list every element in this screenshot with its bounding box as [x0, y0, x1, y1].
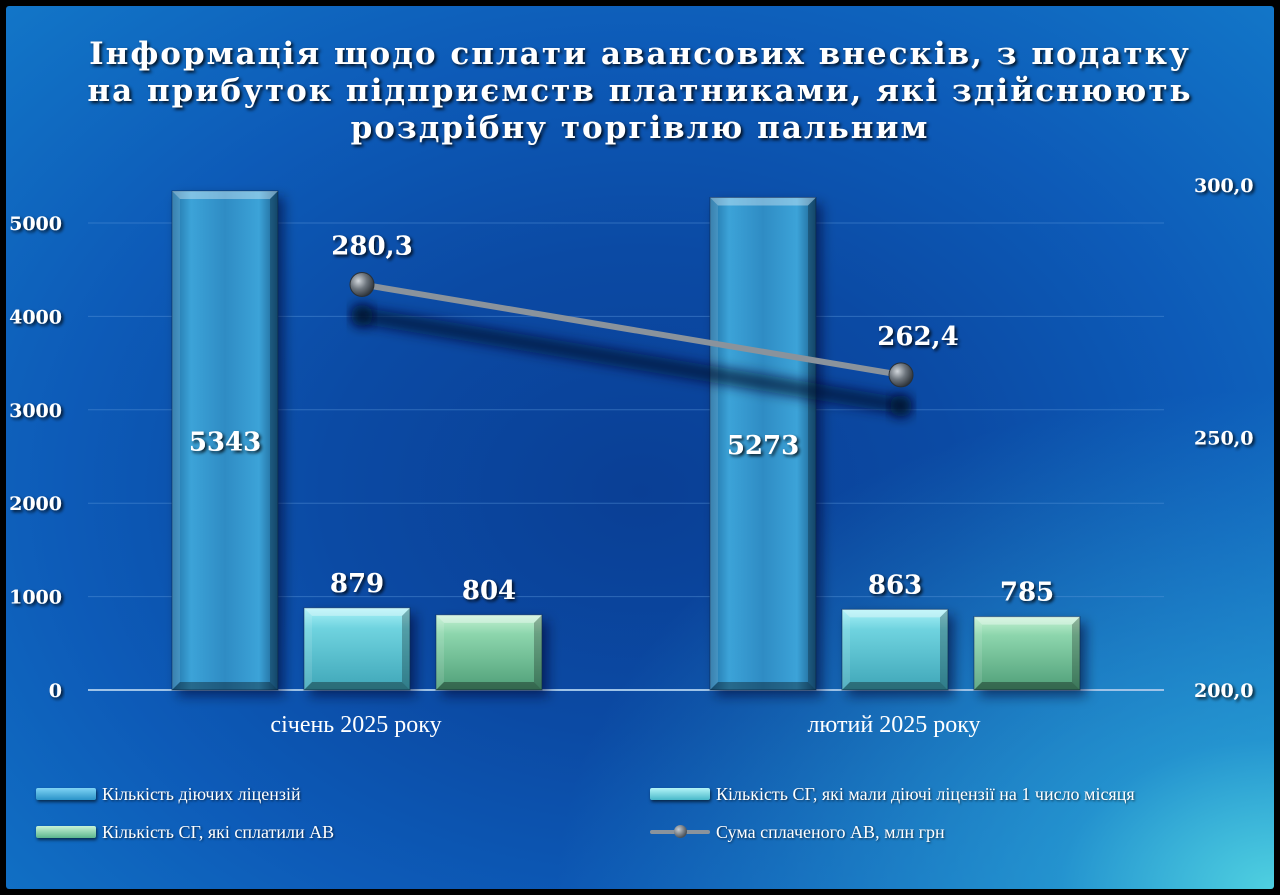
chart-plot: 5343 5273 879 863 804 785 280,3 262,4 0 1000 200…	[9, 175, 1253, 738]
legend-label-licenses: Кількість діючих ліцензій	[102, 783, 301, 804]
bar-bevel-left	[436, 614, 444, 690]
line-data-label: 280,3	[331, 231, 412, 261]
bar-group: 879	[303, 569, 416, 696]
bar-bevel-top	[436, 614, 542, 623]
bar-data-label: 5273	[727, 431, 799, 461]
bar-group: 5273	[709, 197, 822, 696]
legend-label-sg-licenses: Кількість СГ, які мали діючі ліцензії на…	[716, 783, 1135, 804]
bar-bevel-bottom	[172, 682, 278, 690]
y-left-tick-label: 1000	[9, 587, 62, 609]
bar-bevel-right	[940, 609, 948, 690]
y-left-tick-label: 5000	[9, 213, 62, 235]
bar	[303, 607, 411, 691]
bar	[973, 616, 1081, 691]
bar	[709, 197, 817, 691]
legend-swatch-licenses	[36, 788, 96, 800]
bar	[171, 190, 279, 691]
y-right-tick-label: 200,0	[1194, 680, 1254, 702]
bar-bevel-bottom	[304, 682, 410, 690]
y-left-tick-label: 4000	[9, 306, 62, 328]
legend-label-amount: Сума сплаченого АВ, млн грн	[716, 821, 945, 842]
line-data-label: 262,4	[877, 322, 958, 352]
bar	[435, 614, 543, 691]
chart-title-line-2: на прибуток підприємств платниками, які …	[87, 73, 1193, 109]
bar-bevel-right	[808, 197, 816, 690]
legend-item-licenses: Кількість діючих ліцензій	[36, 783, 301, 805]
bar-bevel-bottom	[436, 682, 542, 690]
series-line-amount	[359, 281, 904, 378]
bar-bevel-left	[710, 197, 718, 690]
legend-item-sg-licenses: Кількість СГ, які мали діючі ліцензії на…	[650, 783, 1135, 805]
bar-bevel-bottom	[974, 682, 1080, 690]
bar-bevel-top	[710, 197, 816, 206]
bar	[841, 608, 949, 691]
legend-swatch-amount	[650, 825, 710, 838]
line-shadow	[354, 307, 909, 414]
bar-bevel-bottom	[710, 682, 816, 690]
bar-data-label: 785	[1000, 578, 1054, 608]
bar-group: 5343	[171, 190, 284, 696]
bar-data-label: 804	[462, 576, 516, 606]
bar-bevel-left	[974, 616, 982, 690]
bar-bevel-left	[172, 190, 180, 690]
bar-data-label: 879	[330, 569, 384, 599]
bar-bevel-right	[1072, 616, 1080, 690]
legend-item-sg-paid: Кількість СГ, які сплатили АВ	[36, 821, 334, 843]
y-right-tick-label: 250,0	[1194, 428, 1254, 450]
chart-title-line-3: роздрібну торгівлю пальним	[350, 110, 930, 146]
bar-group: 804	[435, 576, 548, 696]
bar-bevel-top	[172, 190, 278, 199]
legend-label-sg-paid: Кількість СГ, які сплатили АВ	[102, 821, 335, 842]
legend-swatch-sg-licenses	[650, 788, 710, 800]
line-point	[349, 271, 375, 297]
legend-item-amount: Сума сплаченого АВ, млн грн	[650, 821, 945, 843]
y-left-tick-label: 3000	[9, 400, 62, 422]
bar-data-label: 5343	[189, 427, 261, 457]
bar-bevel-top	[304, 607, 410, 616]
y-left-tick-label: 0	[49, 680, 62, 702]
line-layer: 280,3 262,4	[331, 231, 959, 417]
bar-group: 863	[841, 570, 954, 696]
bar-bevel-top	[974, 616, 1080, 625]
bar-bevel-right	[402, 607, 410, 690]
chart-title-line-1: Інформація щодо сплати авансових внесків…	[89, 36, 1191, 72]
bar-bevel-bottom	[842, 682, 948, 690]
y-right-tick-label: 300,0	[1194, 175, 1254, 197]
line-point	[888, 362, 914, 388]
bar-bevel-left	[842, 609, 850, 690]
axis-layer: 0 1000 2000 3000 4000 5000 200,0 250,0 300,0 січе…	[9, 175, 1253, 738]
bar-bevel-top	[842, 609, 948, 618]
x-tick-label: лютий 2025 року	[807, 712, 980, 738]
bar-bevel-right	[270, 190, 278, 690]
y-left-tick-label: 2000	[9, 493, 62, 515]
bar-data-label: 863	[868, 570, 922, 600]
bar-bevel-left	[304, 607, 312, 690]
point-shadow	[351, 304, 373, 327]
bar-group: 785	[973, 578, 1086, 696]
point-shadow	[890, 394, 912, 417]
bar-bevel-right	[534, 614, 542, 690]
legend-swatch-sg-paid	[36, 826, 96, 838]
bars-layer: 5343 5273 879 863 804 785	[171, 190, 1086, 696]
x-tick-label: січень 2025 року	[270, 712, 441, 738]
chart-frame: Інформація щодо сплати авансових внесків…	[6, 6, 1274, 889]
